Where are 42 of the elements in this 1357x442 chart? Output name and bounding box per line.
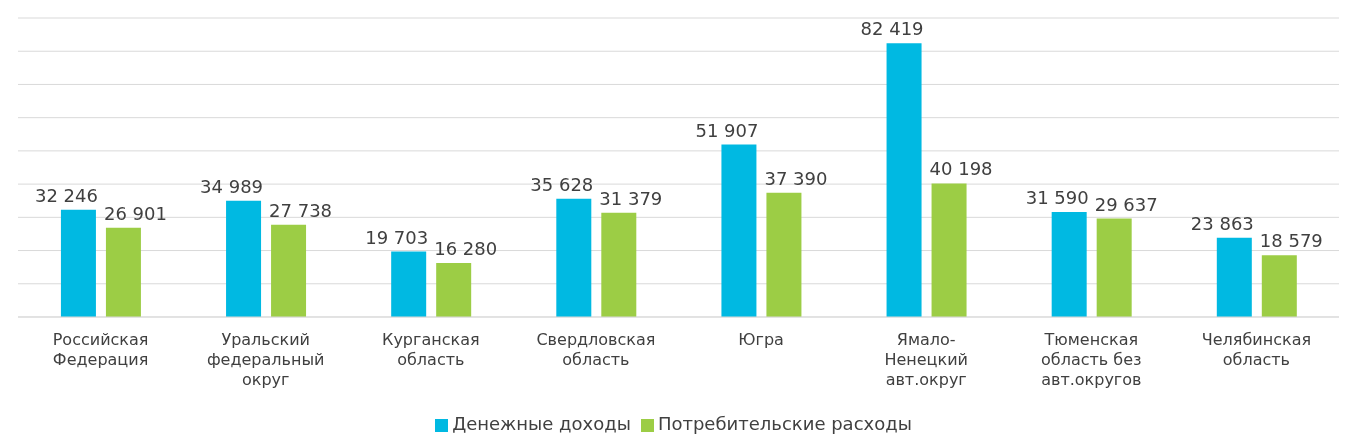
x-tick-label: Челябинская область (1201, 330, 1312, 369)
data-label: 40 198 (929, 158, 993, 180)
x-tick-label: Российская Федерация (52, 330, 149, 369)
bar (271, 224, 307, 317)
legend-label: Денежные доходы (452, 413, 631, 434)
data-label: 31 379 (599, 187, 663, 209)
x-tick-label: Уральский федеральный округ (206, 330, 325, 389)
data-label: 82 419 (860, 18, 924, 40)
data-label: 26 901 (103, 202, 167, 224)
bar (436, 262, 472, 317)
data-label: 16 280 (434, 237, 498, 259)
x-tick-label: Югра (738, 330, 784, 349)
x-tick-label: Ямало-Ненецкий авт.округ (884, 330, 968, 389)
x-tick-label: Курганская область (382, 330, 480, 369)
bar (766, 192, 802, 317)
bar (1051, 212, 1087, 317)
data-label: 32 246 (34, 184, 98, 206)
data-label: 51 907 (695, 119, 759, 141)
bar (931, 183, 967, 317)
bar (886, 43, 922, 317)
data-label: 31 590 (1025, 187, 1089, 209)
bar (1096, 218, 1132, 317)
bar (721, 144, 757, 317)
x-tick-label: Свердловская область (536, 330, 656, 369)
data-label: 35 628 (530, 173, 594, 195)
bar (556, 198, 592, 317)
bar (601, 212, 637, 317)
bar (1261, 255, 1297, 317)
data-label: 34 989 (200, 175, 264, 197)
data-label: 29 637 (1094, 193, 1158, 215)
data-label: 37 390 (764, 167, 828, 189)
data-label: 23 863 (1190, 212, 1254, 234)
x-tick-label: Тюменская область без авт.округов (1041, 330, 1142, 389)
bar (391, 251, 427, 317)
data-label: 18 579 (1259, 230, 1323, 252)
bar (60, 209, 96, 317)
bar (105, 227, 141, 317)
bar (226, 200, 262, 317)
legend-label: Потребительские расходы (657, 413, 912, 434)
bar (1216, 237, 1252, 317)
data-label: 19 703 (365, 226, 429, 248)
data-label: 27 738 (269, 199, 333, 221)
